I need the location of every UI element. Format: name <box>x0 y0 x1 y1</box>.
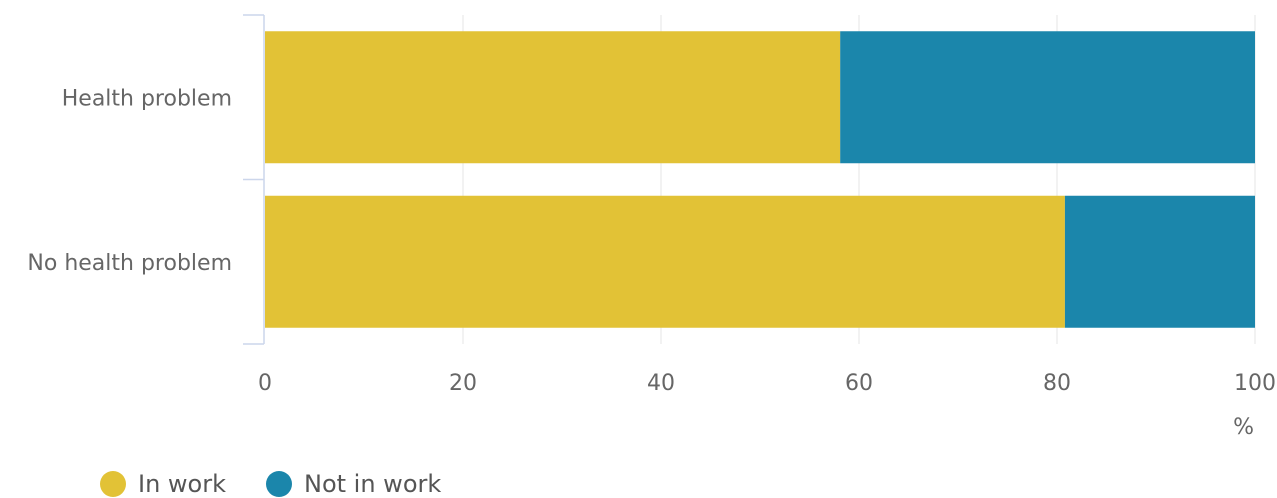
bar-health-problem-not-in-work <box>840 31 1255 164</box>
x-tick-label-80: 80 <box>1043 371 1071 396</box>
legend-swatch-not-in-work <box>266 471 292 497</box>
legend-item-not-in-work[interactable]: Not in work <box>266 470 441 498</box>
bar-no-health-problem-not-in-work <box>1064 195 1255 328</box>
legend-label-not-in-work: Not in work <box>304 470 442 498</box>
bars <box>265 31 1255 328</box>
bar-health-problem-in-work <box>265 31 841 164</box>
bar-no-health-problem-in-work <box>265 195 1065 328</box>
legend-label-in-work: In work <box>138 470 226 498</box>
x-tick-label-40: 40 <box>647 371 675 396</box>
x-tick-label-0: 0 <box>258 371 272 396</box>
x-tick-label-60: 60 <box>845 371 873 396</box>
legend-item-in-work[interactable]: In work <box>100 470 226 498</box>
x-tick-label-20: 20 <box>449 371 477 396</box>
x-tick-label-100: 100 <box>1234 371 1276 396</box>
category-label-health-problem: Health problem <box>62 86 232 111</box>
x-axis-unit-label: % <box>1233 415 1254 440</box>
legend-swatch-in-work <box>100 471 126 497</box>
category-label-no-health-problem: No health problem <box>27 251 232 276</box>
legend: In work Not in work <box>100 470 441 498</box>
x-axis: 0 20 40 60 80 100% <box>258 371 1276 440</box>
stacked-bar-chart: Health problem No health problem 0 20 40 60 8… <box>27 14 1276 440</box>
y-axis: Health problem No health problem <box>27 14 265 345</box>
